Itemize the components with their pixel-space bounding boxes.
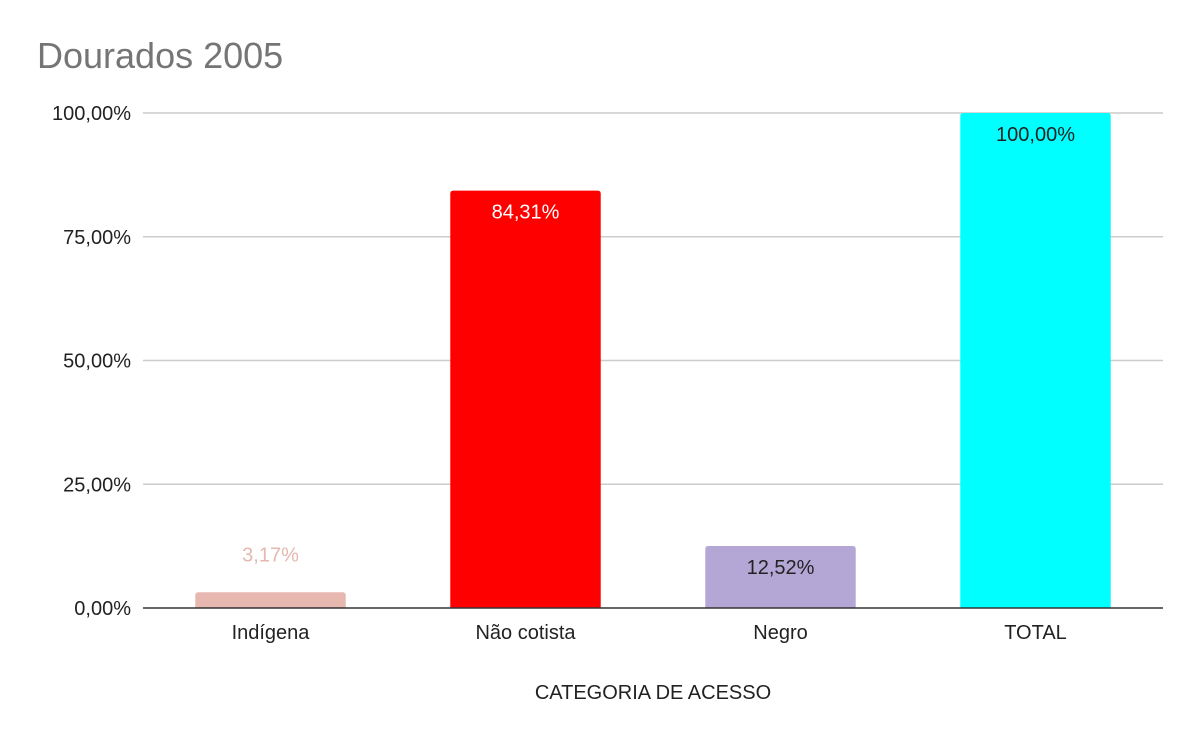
y-tick-label: 50,00% [63, 351, 131, 373]
bar-total [960, 113, 1111, 608]
y-tick-label: 100,00% [52, 103, 131, 125]
y-tick-label: 0,00% [74, 598, 131, 620]
data-label: 84,31% [492, 202, 560, 224]
x-tick-label: Indígena [232, 622, 311, 644]
y-tick-label: 25,00% [63, 474, 131, 496]
bar-ind-gena [195, 592, 346, 608]
data-label: 100,00% [996, 124, 1075, 146]
x-tick-label: Negro [753, 622, 807, 644]
chart-title: Dourados 2005 [37, 35, 283, 76]
data-labels: 3,17% 84,31% 12,52% 100,00% [242, 124, 1075, 579]
y-tick-label: 75,00% [63, 227, 131, 249]
axes: 0,00% 25,00% 50,00% 75,00% 100,00% Indígena Nã… [52, 103, 1163, 644]
data-label: 3,17% [242, 544, 299, 566]
data-label: 12,52% [747, 557, 815, 579]
x-tick-label: TOTAL [1004, 622, 1067, 644]
bar-negro [705, 546, 856, 608]
x-tick-label: Não cotista [475, 622, 576, 644]
bars [195, 113, 1111, 608]
bar-n-o-cotista [450, 190, 601, 608]
x-axis-title: CATEGORIA DE ACESSO [535, 682, 771, 704]
